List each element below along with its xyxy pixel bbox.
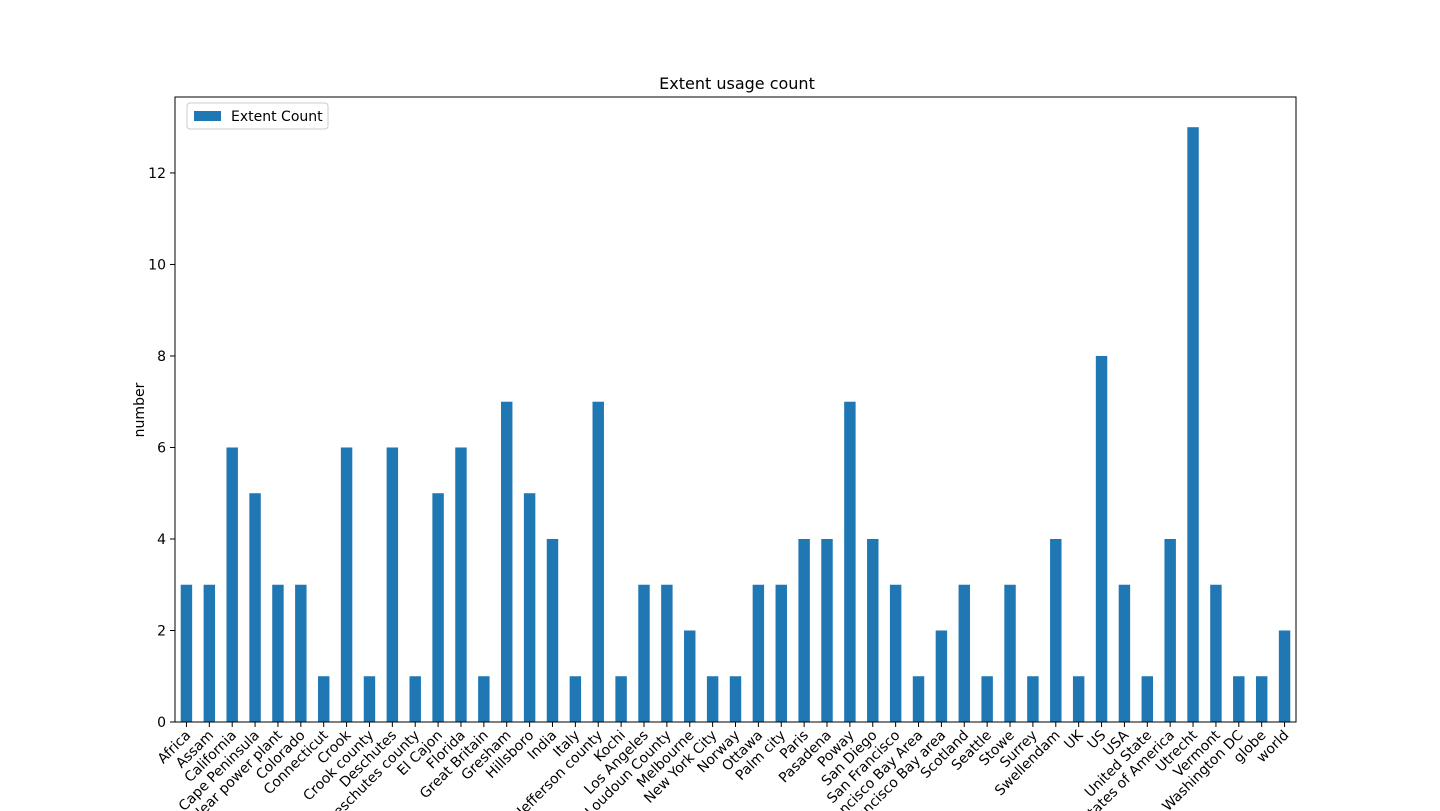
bar	[203, 584, 216, 722]
bar	[867, 538, 879, 722]
bar	[363, 676, 376, 722]
y-tick-label: 12	[148, 166, 166, 182]
legend-box	[186, 102, 329, 130]
bar	[935, 630, 948, 722]
x-tick-label: UK	[1061, 727, 1087, 753]
bar	[1187, 127, 1199, 723]
bar	[501, 401, 513, 722]
legend-label: Extent Count	[231, 109, 323, 125]
bar	[546, 538, 559, 722]
y-tick-label: 8	[157, 349, 166, 365]
bar	[1095, 355, 1108, 722]
bar	[317, 676, 330, 722]
bar	[478, 676, 490, 722]
bar	[638, 584, 650, 722]
bar	[1255, 676, 1268, 722]
bar	[1210, 584, 1222, 722]
bar	[981, 676, 993, 722]
bar	[661, 584, 673, 722]
y-axis-label: number	[132, 382, 148, 437]
bar	[821, 538, 833, 722]
legend-swatch	[194, 111, 221, 121]
bar	[1141, 676, 1154, 722]
bar	[249, 493, 261, 722]
bar	[729, 676, 742, 722]
bar	[958, 584, 970, 722]
bar	[615, 676, 627, 722]
bar	[272, 584, 284, 722]
bar	[592, 401, 604, 722]
bar	[752, 584, 765, 722]
bar	[1004, 584, 1016, 722]
plot-frame	[174, 96, 1297, 723]
bar	[1164, 538, 1176, 722]
bar	[295, 584, 307, 722]
bar	[775, 584, 787, 722]
bar	[569, 676, 582, 722]
bar	[523, 493, 536, 722]
bar	[1233, 676, 1245, 722]
y-tick-label: 0	[157, 715, 166, 731]
bar	[226, 447, 238, 722]
bar	[180, 584, 193, 722]
y-tick-label: 4	[157, 532, 166, 548]
bar	[409, 676, 421, 722]
bar	[455, 447, 467, 722]
bar	[1050, 538, 1062, 722]
bar	[340, 447, 353, 722]
bar	[798, 538, 810, 722]
bar	[1118, 584, 1131, 722]
bar	[912, 676, 925, 722]
bar	[386, 447, 399, 722]
chart-title: Extent usage count	[659, 74, 815, 93]
bar	[1027, 676, 1039, 722]
bar	[1072, 676, 1085, 722]
bar	[889, 584, 902, 722]
bar	[844, 401, 856, 722]
y-tick-label: 2	[157, 623, 166, 639]
bar	[706, 676, 719, 722]
bar	[684, 630, 696, 722]
y-tick-label: 6	[157, 440, 166, 456]
y-tick-label: 10	[148, 257, 166, 273]
bar	[1278, 630, 1291, 722]
bar	[432, 493, 444, 722]
